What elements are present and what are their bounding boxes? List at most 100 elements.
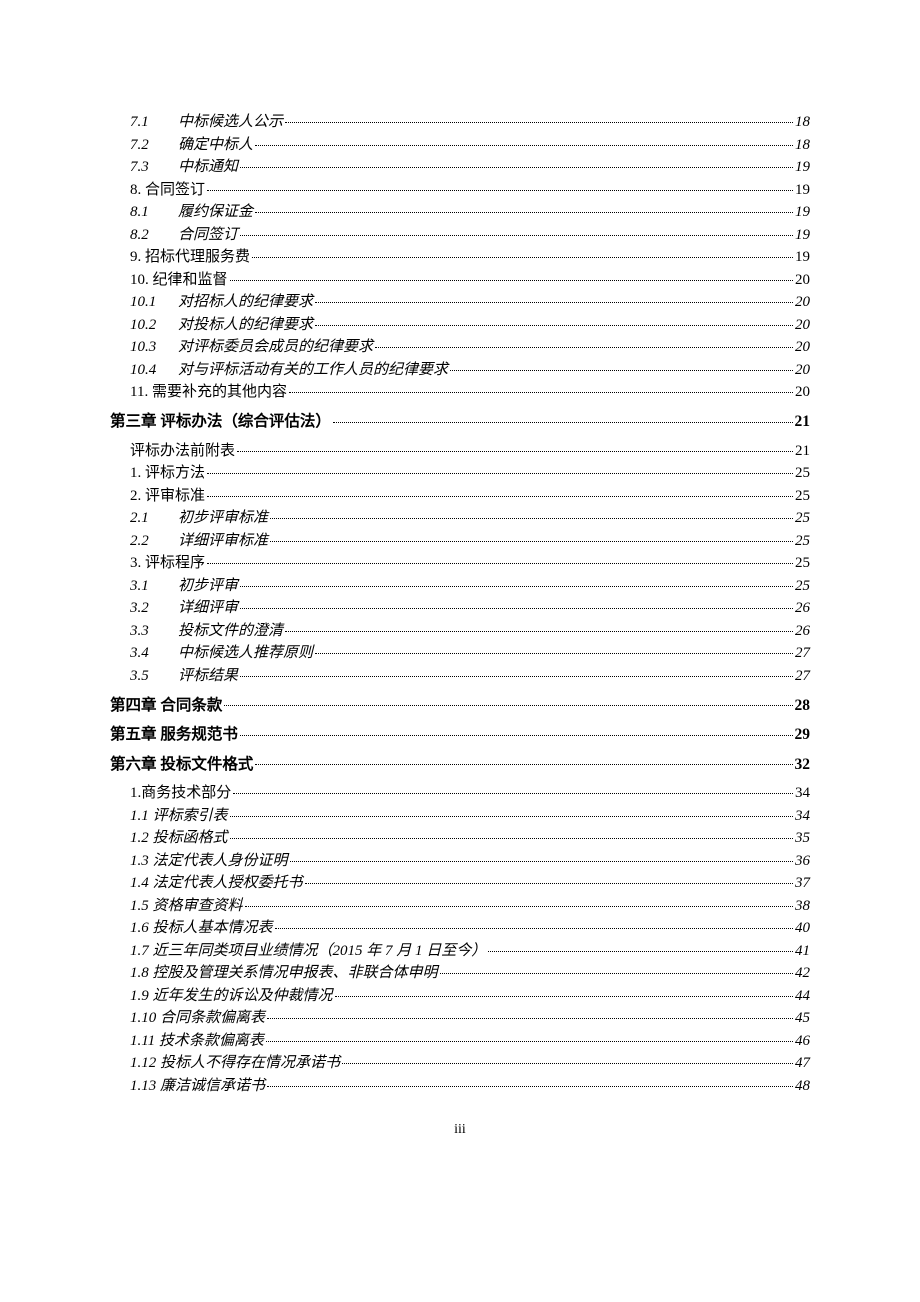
toc-leader-dots — [207, 190, 793, 191]
toc-leader-dots — [240, 676, 793, 677]
toc-leader-dots — [342, 1063, 793, 1064]
toc-label: 1.6 投标人基本情况表 — [130, 921, 273, 936]
toc-leader-dots — [267, 1086, 793, 1087]
toc-leader-dots — [315, 302, 793, 303]
toc-label: 3.1初步评审 — [130, 579, 238, 594]
toc-leader-dots — [375, 347, 793, 348]
toc-entry: 3.5评标结果 27 — [110, 669, 810, 684]
toc-entry: 7.1中标候选人公示18 — [110, 115, 810, 130]
toc-num: 2.1 — [130, 511, 178, 526]
toc-label: 第四章 合同条款 — [110, 698, 222, 714]
toc-leader-dots — [252, 257, 793, 258]
toc-label: 10.4对与评标活动有关的工作人员的纪律要求 — [130, 363, 448, 378]
toc-page-num: 19 — [795, 183, 810, 198]
toc-entry: 10.1对招标人的纪律要求20 — [110, 295, 810, 310]
toc-leader-dots — [230, 280, 793, 281]
toc-leader-dots — [237, 451, 793, 452]
toc-leader-dots — [230, 838, 793, 839]
toc-entry: 8.1履约保证金19 — [110, 205, 810, 220]
toc-page-num: 26 — [795, 601, 810, 616]
toc-leader-dots — [440, 973, 793, 974]
toc-page-num: 46 — [795, 1034, 810, 1049]
toc-label: 9. 招标代理服务费 — [130, 250, 250, 265]
toc-num: 10.2 — [130, 318, 178, 333]
toc-num: 10.1 — [130, 295, 178, 310]
toc-leader-dots — [240, 167, 793, 168]
toc-page-num: 25 — [795, 466, 810, 481]
toc-leader-dots — [315, 325, 793, 326]
toc-page-num: 36 — [795, 854, 810, 869]
toc-page-num: 45 — [795, 1011, 810, 1026]
toc-entry: 9. 招标代理服务费19 — [110, 250, 810, 265]
toc-leader-dots — [255, 212, 793, 213]
toc-label: 8. 合同签订 — [130, 183, 205, 198]
toc-leader-dots — [224, 705, 792, 706]
toc-label: 1.7 近三年同类项目业绩情况（2015 年 7 月 1 日至今） — [130, 944, 486, 959]
toc-leader-dots — [270, 518, 793, 519]
toc-leader-dots — [305, 883, 793, 884]
toc-leader-dots — [245, 906, 793, 907]
toc-page-num: 38 — [795, 899, 810, 914]
toc-page-num: 27 — [795, 669, 810, 684]
toc-page-num: 44 — [795, 989, 810, 1004]
toc-label: 3.5评标结果 — [130, 669, 238, 684]
toc-leader-dots — [255, 764, 792, 765]
toc-entry: 1.11 技术条款偏离表46 — [110, 1034, 810, 1049]
toc-entry: 3.1初步评审 25 — [110, 579, 810, 594]
toc-label: 3.2详细评审 — [130, 601, 238, 616]
toc-page-num: 26 — [795, 624, 810, 639]
toc-num: 3.4 — [130, 646, 178, 661]
toc-page-num: 37 — [795, 876, 810, 891]
toc-leader-dots — [207, 473, 793, 474]
toc-entry: 10.3对评标委员会成员的纪律要求20 — [110, 340, 810, 355]
toc-label: 评标办法前附表 — [130, 444, 235, 459]
toc-entry: 1.5 资格审查资料38 — [110, 899, 810, 914]
toc-label: 第六章 投标文件格式 — [110, 757, 253, 773]
toc-page-num: 40 — [795, 921, 810, 936]
toc-label: 8.1履约保证金 — [130, 205, 253, 220]
toc-entry: 10.2对投标人的纪律要求20 — [110, 318, 810, 333]
toc-label: 第五章 服务规范书 — [110, 727, 238, 743]
toc-label: 1.3 法定代表人身份证明 — [130, 854, 288, 869]
toc-leader-dots — [289, 392, 793, 393]
toc-page-num: 29 — [795, 727, 811, 743]
toc-entry: 评标办法前附表 21 — [110, 444, 810, 459]
toc-label: 7.1中标候选人公示 — [130, 115, 283, 130]
toc-num: 8.1 — [130, 205, 178, 220]
toc-label: 1.9 近年发生的诉讼及仲裁情况 — [130, 989, 333, 1004]
toc-page-num: 25 — [795, 511, 810, 526]
toc-entry: 2.1初步评审标准25 — [110, 511, 810, 526]
toc-label: 8.2合同签订 — [130, 228, 238, 243]
toc-leader-dots — [290, 861, 793, 862]
toc-label: 10.2对投标人的纪律要求 — [130, 318, 313, 333]
toc-page-num: 19 — [795, 228, 810, 243]
toc-label: 7.3中标通知 — [130, 160, 238, 175]
toc-entry: 11. 需要补充的其他内容20 — [110, 385, 810, 400]
toc-leader-dots — [267, 1018, 793, 1019]
toc-entry: 1. 评标方法 25 — [110, 466, 810, 481]
toc-leader-dots — [285, 631, 793, 632]
toc-container: 7.1中标候选人公示187.2确定中标人187.3中标通知198. 合同签订19… — [110, 115, 810, 1094]
toc-page-num: 32 — [795, 757, 811, 773]
toc-leader-dots — [266, 1041, 793, 1042]
toc-page-num: 34 — [795, 809, 810, 824]
toc-page-num: 28 — [795, 698, 811, 714]
toc-page: 7.1中标候选人公示187.2确定中标人187.3中标通知198. 合同签订19… — [0, 0, 920, 1178]
toc-page-num: 21 — [795, 444, 810, 459]
toc-leader-dots — [285, 122, 793, 123]
toc-page-num: 25 — [795, 579, 810, 594]
toc-entry: 1.8 控股及管理关系情况申报表、非联合体申明42 — [110, 966, 810, 981]
toc-label: 1.12 投标人不得存在情况承诺书 — [130, 1056, 340, 1071]
toc-page-num: 48 — [795, 1079, 810, 1094]
toc-entry: 1.7 近三年同类项目业绩情况（2015 年 7 月 1 日至今）41 — [110, 944, 810, 959]
toc-label: 1. 评标方法 — [130, 466, 205, 481]
toc-leader-dots — [207, 496, 793, 497]
toc-label: 1.8 控股及管理关系情况申报表、非联合体申明 — [130, 966, 438, 981]
toc-page-num: 18 — [795, 138, 810, 153]
toc-entry: 1.12 投标人不得存在情况承诺书47 — [110, 1056, 810, 1071]
toc-entry: 1.4 法定代表人授权委托书37 — [110, 876, 810, 891]
toc-num: 2.2 — [130, 534, 178, 549]
toc-label: 1.1 评标索引表 — [130, 809, 228, 824]
toc-page-num: 20 — [795, 385, 810, 400]
toc-entry: 7.2确定中标人18 — [110, 138, 810, 153]
